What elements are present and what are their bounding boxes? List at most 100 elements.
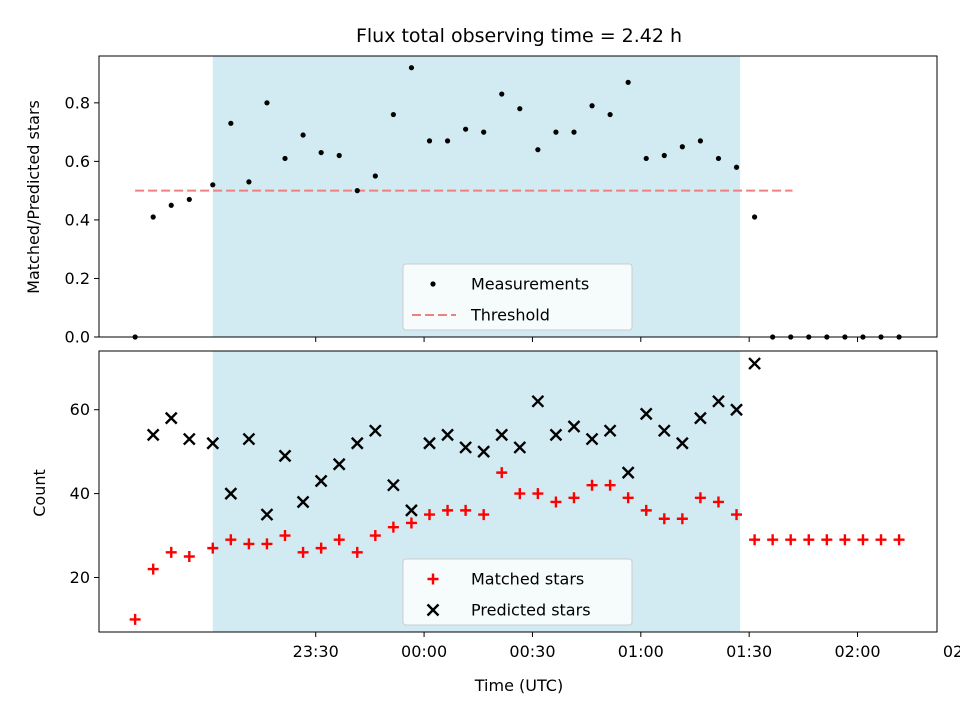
measurements-point-1 bbox=[150, 214, 156, 220]
bottom-plot-area: 20 40 60 23:30 00:00 00:30 01:00 01:30 02:00 02:3… bbox=[70, 350, 960, 661]
measurements-point-22 bbox=[535, 147, 541, 153]
bottom-legend-label-1: Predicted stars bbox=[471, 601, 591, 620]
measurements-point-11 bbox=[336, 152, 342, 159]
predicted-stars-point-13 bbox=[387, 478, 400, 492]
predicted-stars-point-19 bbox=[495, 428, 509, 442]
matched-stars-point-4 bbox=[207, 542, 219, 554]
predicted-stars-point-15 bbox=[423, 436, 436, 450]
measurements-point-12 bbox=[354, 188, 360, 194]
matched-stars-point-8 bbox=[279, 530, 291, 542]
top-legend-label-0: Measurements bbox=[471, 275, 589, 294]
predicted-stars-point-27 bbox=[639, 407, 653, 421]
matched-stars-point-13 bbox=[369, 530, 381, 542]
top-legend-label-1: Threshold bbox=[470, 306, 550, 325]
matched-stars-point-28 bbox=[640, 504, 652, 516]
matched-stars-point-15 bbox=[405, 517, 417, 529]
measurements-point-14 bbox=[390, 111, 396, 118]
matched-stars-point-36 bbox=[785, 534, 797, 546]
top-ytick-label-4: 0.8 bbox=[65, 93, 90, 112]
measurements-point-13 bbox=[372, 173, 378, 179]
bottom-legend-marker-1 bbox=[426, 603, 440, 617]
predicted-stars-point-3 bbox=[206, 436, 220, 450]
matched-stars-point-41 bbox=[875, 534, 887, 546]
xtick-label-5: 02:00 bbox=[834, 642, 880, 661]
predicted-stars-point-8 bbox=[296, 495, 310, 509]
matched-stars-point-34 bbox=[749, 534, 761, 546]
predicted-stars-point-28 bbox=[657, 424, 671, 438]
matched-stars-point-33 bbox=[731, 509, 743, 521]
measurements-point-28 bbox=[643, 155, 649, 162]
predicted-stars-point-25 bbox=[603, 424, 617, 438]
matched-stars-point-37 bbox=[803, 534, 815, 546]
matched-stars-point-5 bbox=[225, 534, 237, 546]
top-y-axis-label: Matched/Predicted stars bbox=[24, 100, 43, 294]
measurements-point-25 bbox=[589, 103, 595, 109]
bottom-axes-frame bbox=[98, 350, 938, 633]
bottom-ytick-label-0: 20 bbox=[70, 568, 90, 587]
predicted-stars-point-23 bbox=[567, 420, 581, 433]
matched-stars-point-12 bbox=[351, 546, 363, 558]
measurements-point-17 bbox=[444, 138, 451, 144]
matched-stars-point-6 bbox=[243, 538, 255, 550]
matched-stars-point-22 bbox=[532, 488, 544, 500]
matched-stars-point-25 bbox=[586, 479, 598, 491]
predicted-stars-point-22 bbox=[549, 428, 563, 442]
xtick-label-4: 01:30 bbox=[726, 642, 772, 661]
predicted-stars-point-10 bbox=[332, 457, 346, 471]
matched-stars-point-29 bbox=[658, 513, 670, 525]
predicted-stars-point-24 bbox=[585, 432, 599, 446]
bottom-legend-marker-0 bbox=[427, 573, 439, 585]
measurements-point-20 bbox=[499, 91, 505, 97]
measurements-point-34 bbox=[751, 214, 758, 220]
predicted-stars-point-1 bbox=[164, 411, 178, 425]
matched-stars-point-9 bbox=[297, 546, 309, 558]
measurements-point-9 bbox=[300, 132, 306, 138]
matched-stars-point-21 bbox=[514, 488, 526, 500]
predicted-stars-point-4 bbox=[224, 487, 238, 500]
measurements-point-8 bbox=[282, 155, 288, 162]
xtick-label-3: 01:00 bbox=[618, 642, 664, 661]
predicted-stars-point-21 bbox=[531, 394, 545, 408]
bottom-legend-box bbox=[402, 558, 633, 626]
top-axes-frame bbox=[98, 55, 938, 338]
top-legend-marker-0 bbox=[430, 281, 436, 287]
measurements-point-2 bbox=[168, 202, 174, 208]
measurements-point-18 bbox=[463, 126, 469, 132]
top-ytick-label-3: 0.6 bbox=[65, 152, 90, 171]
matched-stars-point-32 bbox=[712, 496, 724, 508]
predicted-stars-point-7 bbox=[278, 449, 292, 463]
matched-stars-point-19 bbox=[478, 509, 490, 521]
matched-stars-point-31 bbox=[694, 492, 706, 504]
measurements-point-33 bbox=[733, 164, 740, 170]
x-axis-label: Time (UTC) bbox=[474, 676, 563, 695]
top-ytick-label-1: 0.2 bbox=[65, 269, 90, 288]
measurements-point-26 bbox=[607, 111, 613, 118]
matched-stars-point-35 bbox=[767, 534, 779, 546]
top-legend: Measurements Threshold bbox=[402, 263, 633, 331]
bottom-y-axis-label: Count bbox=[30, 469, 49, 517]
predicted-stars-point-31 bbox=[712, 394, 725, 408]
matched-stars-point-20 bbox=[496, 467, 508, 479]
measurements-point-4 bbox=[210, 182, 216, 188]
xtick-label-6: 02:30 bbox=[943, 642, 960, 661]
predicted-stars-point-20 bbox=[513, 441, 527, 454]
matched-stars-point-23 bbox=[550, 496, 562, 508]
bottom-ytick-label-1: 40 bbox=[70, 484, 90, 503]
predicted-stars-point-16 bbox=[441, 428, 454, 442]
predicted-stars-point-2 bbox=[182, 432, 196, 446]
measurements-point-3 bbox=[186, 196, 192, 203]
measurements-point-24 bbox=[571, 129, 577, 135]
matched-stars-point-2 bbox=[165, 546, 177, 558]
measurements-point-7 bbox=[264, 100, 270, 106]
predicted-stars-point-14 bbox=[405, 504, 418, 517]
matched-stars-point-40 bbox=[857, 534, 869, 546]
measurements-point-27 bbox=[625, 79, 631, 85]
matched-stars-point-17 bbox=[442, 504, 454, 516]
top-ytick-label-0: 0.0 bbox=[65, 328, 90, 347]
predicted-stars-point-30 bbox=[694, 411, 707, 425]
matched-stars-point-11 bbox=[333, 534, 345, 546]
xtick-label-1: 00:00 bbox=[401, 642, 447, 661]
matched-stars-point-16 bbox=[424, 509, 436, 521]
predicted-stars-point-9 bbox=[314, 474, 328, 488]
